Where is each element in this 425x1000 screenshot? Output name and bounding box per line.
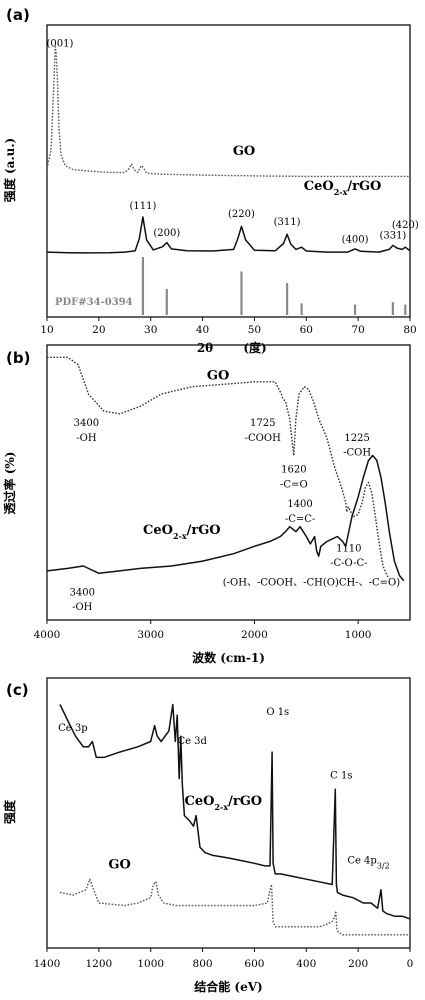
annotation: (001) (47, 39, 74, 50)
annotation: 3400 (74, 418, 99, 429)
annotation: 1620 (281, 465, 306, 476)
annotation: -OH (76, 433, 97, 444)
x-tick-label: 30 (144, 324, 157, 336)
annotation: (420) (392, 220, 419, 231)
annotation: O 1s (266, 707, 289, 718)
annotation: (111) (129, 201, 156, 212)
x-tick-label: 1000 (345, 629, 372, 641)
x-tick-label: 0 (407, 958, 414, 970)
annotation: -OH (72, 602, 93, 613)
x-tick-label: 600 (244, 958, 264, 970)
annotation: 1110 (336, 543, 361, 554)
series-label: CeO2-x/rGO (184, 794, 262, 812)
x-tick-label: 1000 (137, 958, 164, 970)
x-tick-label: 70 (351, 324, 364, 336)
x-tick-label: 80 (403, 324, 416, 336)
series-label: GO (233, 144, 255, 159)
annotation: 1225 (344, 433, 369, 444)
annotation: (200) (153, 228, 180, 239)
x-tick-label: 10 (40, 324, 53, 336)
annotation: -COOH (245, 433, 281, 444)
x-tick-label: 2000 (241, 629, 268, 641)
annotation: (311) (274, 217, 301, 228)
panel-label: (c) (6, 681, 29, 699)
chart-panel-c: (c) 1400 1200 1000 800 600 400 200 0 结合能 (eV) 强度 Ce… (2, 677, 414, 994)
panel-label: (b) (6, 349, 30, 367)
plot-frame (46, 24, 411, 318)
x-tick-label: 20 (92, 324, 105, 336)
series-line-ceo2-rgo (46, 216, 411, 254)
annotation: Ce 4p3/2 (347, 855, 389, 870)
x-axis-unit: (度) (243, 340, 266, 355)
annotation: Ce 3d (177, 736, 207, 747)
chart-panel-b: (b) 4000 3000 2000 1000 波数 (cm-1) 透过率 (%) GO 340… (2, 344, 411, 665)
annotation: Ce 3p (58, 723, 88, 734)
y-axis-label: 透过率 (%) (2, 452, 17, 515)
y-axis-label: 强度 (2, 799, 17, 824)
x-tick-label: 3000 (137, 629, 164, 641)
annotation: -C-O-C- (330, 558, 367, 569)
annotation: (331) (379, 231, 406, 242)
x-tick-label: 800 (193, 958, 213, 970)
x-tick-label: 4000 (34, 629, 61, 641)
annotation: (-OH、-COOH、-CH(O)CH-、-C=O) (223, 578, 400, 589)
panel-label: (a) (6, 6, 30, 24)
annotation: (220) (228, 209, 255, 220)
chart-panel-a: (a) 10 20 30 40 50 60 70 80 2θ (度) 强度 (a.u.) PDF#34-… (2, 6, 419, 355)
plot-frame (46, 677, 411, 949)
annotation: 1725 (250, 418, 275, 429)
x-axis-label: 波数 (cm-1) (192, 650, 265, 665)
series-label: GO (207, 368, 229, 383)
series-label: CeO2-x/rGO (304, 179, 382, 197)
x-tick-label: 60 (300, 324, 313, 336)
annotation: 3400 (70, 587, 95, 598)
annotation: -C=C- (285, 514, 315, 525)
annotation: 1400 (287, 499, 312, 510)
y-axis-label: 强度 (a.u.) (2, 138, 17, 202)
plot-frame (46, 344, 411, 621)
x-axis-label: 结合能 (eV) (194, 979, 262, 994)
x-tick-label: 50 (248, 324, 261, 336)
x-tick-label: 1200 (85, 958, 112, 970)
annotation: -COH (343, 447, 371, 458)
series-line-go (46, 45, 410, 178)
x-tick-label: 400 (296, 958, 316, 970)
series-line-ceo2-rgo (46, 454, 405, 582)
x-tick-label: 200 (348, 958, 368, 970)
x-tick-label: 1400 (34, 958, 61, 970)
x-tick-label: 40 (196, 324, 209, 336)
annotation: -C=O (280, 479, 308, 490)
annotation: (400) (342, 235, 369, 246)
annotation: C 1s (330, 771, 352, 782)
x-axis-label: 2θ (197, 341, 213, 355)
series-line-go (59, 878, 410, 936)
reference-label: PDF#34-0394 (55, 297, 133, 308)
series-label: CeO2-x/rGO (143, 523, 221, 541)
series-label: GO (108, 858, 130, 873)
series-line-ceo2-rgo (59, 703, 411, 920)
